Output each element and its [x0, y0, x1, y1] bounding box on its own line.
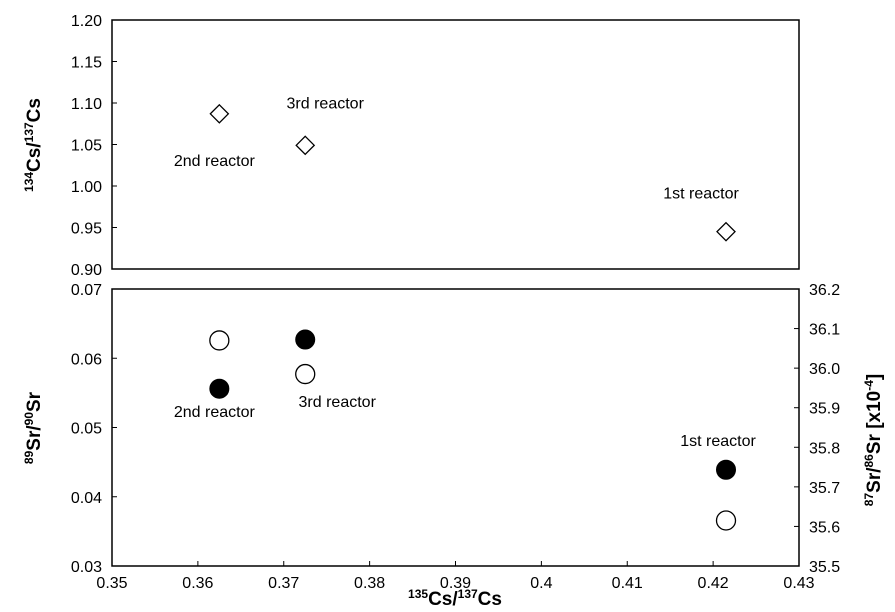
x-tick-label: 0.39	[440, 575, 471, 592]
bottom-right-y-tick-label: 35.5	[809, 559, 840, 576]
top-y-tick-label: 0.95	[71, 221, 102, 238]
bottom-right-y-tick-label: 35.9	[809, 401, 840, 418]
filled-circle-point	[295, 329, 316, 350]
top-y-tick-label: 1.00	[71, 179, 102, 196]
top-y-tick-label: 1.10	[71, 96, 102, 113]
top-y-axis-label: 134Cs/137Cs	[22, 98, 45, 192]
x-tick-label: 0.37	[268, 575, 299, 592]
bottom-point-label: 2nd reactor	[174, 404, 256, 421]
x-tick-label: 0.35	[96, 575, 127, 592]
x-tick-label: 0.43	[783, 575, 814, 592]
diamond-point	[716, 221, 736, 242]
top-point-label: 3rd reactor	[287, 95, 365, 112]
top-y-tick-label: 0.90	[71, 262, 102, 279]
top-panel-frame	[111, 19, 800, 270]
bottom-right-y-tick-label: 35.7	[809, 480, 840, 497]
x-tick-label: 0.41	[612, 575, 643, 592]
open-circle-point	[715, 510, 737, 531]
x-tick-label: 0.38	[354, 575, 385, 592]
bottom-left-y-tick-label: 0.07	[71, 282, 102, 299]
bottom-left-y-tick-label: 0.06	[71, 351, 102, 368]
bottom-point-label: 3rd reactor	[299, 394, 377, 411]
bottom-left-y-tick-label: 0.03	[71, 559, 102, 576]
bottom-panel-frame	[111, 288, 800, 567]
diamond-point	[295, 135, 316, 156]
filled-circle-point	[209, 378, 230, 399]
top-y-tick-label: 1.20	[71, 13, 102, 30]
bottom-right-y-tick-label: 35.8	[809, 440, 840, 457]
bottom-left-y-tick-label: 0.04	[71, 490, 102, 507]
top-y-tick-label: 1.05	[71, 138, 102, 155]
top-point-label: 1st reactor	[663, 186, 739, 203]
top-point-label: 2nd reactor	[174, 153, 256, 170]
x-tick-label: 0.42	[698, 575, 729, 592]
x-tick-label: 0.36	[182, 575, 213, 592]
bottom-right-y-tick-label: 36.2	[809, 282, 840, 299]
bottom-right-y-axis-label: 87Sr/86Sr [x10-4]	[862, 374, 885, 506]
bottom-left-y-tick-label: 0.05	[71, 421, 102, 438]
x-tick-label: 0.4	[530, 575, 552, 592]
x-axis-label: 135Cs/137Cs	[408, 587, 502, 610]
bottom-right-y-tick-label: 35.6	[809, 519, 840, 536]
open-circle-point	[209, 330, 230, 351]
diamond-point	[209, 103, 230, 124]
bottom-right-y-tick-label: 36.1	[809, 322, 840, 339]
open-circle-point	[295, 363, 316, 385]
bottom-right-y-tick-label: 36.0	[809, 361, 840, 378]
filled-circle-point	[716, 459, 737, 480]
bottom-left-y-axis-label: 89Sr/90Sr	[22, 391, 45, 464]
top-y-tick-label: 1.15	[71, 55, 102, 72]
bottom-point-label: 1st reactor	[680, 433, 756, 450]
